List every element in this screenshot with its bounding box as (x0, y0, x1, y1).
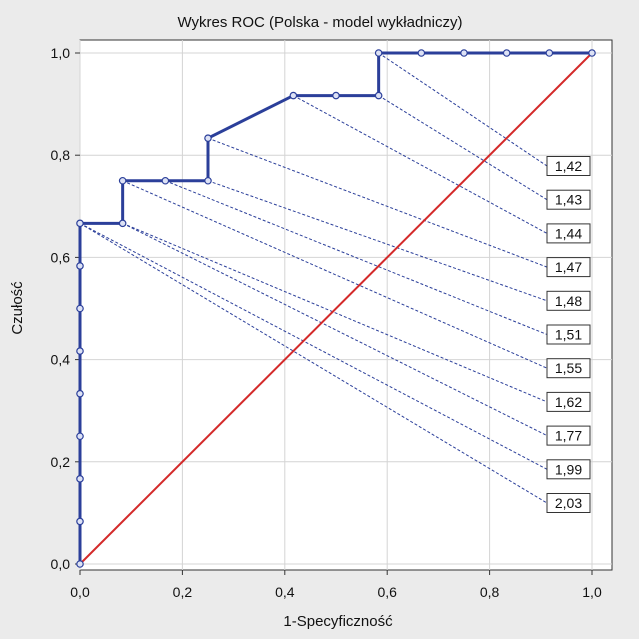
threshold-label-box (546, 257, 591, 278)
roc-point (332, 91, 340, 100)
threshold-label: 1,43 (555, 192, 582, 208)
threshold-label: 1,77 (555, 428, 582, 444)
diagonal-line (79, 52, 593, 565)
threshold-label-box (546, 425, 591, 446)
threshold-label-box (546, 324, 591, 345)
roc-point (374, 49, 383, 57)
threshold-leader (378, 95, 548, 201)
threshold-leader (122, 222, 548, 437)
threshold-leader (122, 180, 548, 369)
threshold-label-box (546, 223, 591, 244)
roc-point (161, 176, 170, 185)
threshold-label: 1,48 (555, 293, 582, 309)
roc-point (545, 49, 554, 57)
threshold-label: 1,47 (555, 259, 582, 275)
y-tick-label: 0,4 (51, 352, 71, 368)
threshold-label: 1,62 (555, 394, 582, 410)
threshold-leader (378, 52, 548, 167)
roc-point (76, 304, 84, 313)
roc-point (374, 91, 383, 100)
chart-title: Wykres ROC (Polska - model wykładniczy) (178, 14, 463, 31)
x-axis-label: 1-Specyficzność (283, 613, 393, 630)
threshold-label: 2,03 (555, 495, 582, 511)
roc-point (460, 49, 468, 57)
threshold-label-box (546, 459, 591, 480)
roc-point (588, 49, 596, 57)
threshold-leader (207, 137, 548, 268)
y-tick-label: 0,0 (51, 556, 71, 572)
roc-point (76, 347, 84, 355)
plot-area (79, 39, 613, 571)
axis-ticks: 0,0 0,2 0,4 0,6 0,8 1,0 0,0 0,2 0,4 0,6 0,8 1,0 (51, 45, 602, 600)
threshold-label-box (546, 290, 591, 311)
roc-point (76, 262, 84, 270)
threshold-label: 1,99 (555, 461, 582, 477)
threshold-leader (165, 180, 548, 335)
grid (79, 40, 612, 570)
y-tick-label: 0,8 (51, 147, 71, 163)
x-tick-label: 0,2 (173, 584, 193, 600)
y-axis-label: Czułość (9, 281, 26, 335)
threshold-label: 1,44 (555, 225, 582, 241)
roc-point (76, 475, 84, 483)
threshold-leader (122, 222, 548, 403)
x-tick-label: 1,0 (582, 584, 602, 600)
x-tick-label: 0,4 (275, 584, 295, 600)
threshold-labels: 1,42 1,43 1,44 1,47 1,48 1,51 1,55 1,62 1,77 1,99… (546, 156, 591, 513)
roc-point (289, 91, 298, 100)
roc-point (204, 134, 212, 142)
roc-point (76, 219, 84, 228)
threshold-leader (79, 222, 548, 470)
roc-point (76, 517, 84, 526)
threshold-leader (79, 222, 548, 504)
roc-point (76, 389, 84, 398)
threshold-label: 1,51 (555, 327, 582, 343)
roc-curve (76, 49, 596, 568)
y-tick-label: 0,6 (51, 249, 71, 265)
roc-point (76, 432, 84, 441)
reference-diagonal (79, 52, 593, 565)
threshold-label-box (546, 493, 591, 513)
roc-point (76, 560, 84, 568)
y-tick-label: 0,2 (51, 454, 71, 470)
threshold-label-box (546, 391, 591, 412)
y-tick-label: 1,0 (51, 45, 71, 61)
x-tick-label: 0,6 (377, 584, 397, 600)
roc-point (417, 49, 426, 57)
threshold-label-box (546, 358, 591, 379)
threshold-label-box (546, 156, 591, 176)
threshold-label-box (546, 189, 591, 210)
roc-point (118, 176, 127, 185)
roc-point (502, 49, 511, 57)
threshold-label: 1,42 (555, 158, 582, 174)
threshold-leader-lines (79, 52, 548, 504)
roc-point (204, 176, 212, 185)
x-tick-label: 0,0 (70, 584, 90, 600)
threshold-label: 1,55 (555, 360, 582, 376)
x-tick-label: 0,8 (480, 584, 500, 600)
roc-point (118, 219, 127, 228)
threshold-leader (293, 95, 548, 234)
